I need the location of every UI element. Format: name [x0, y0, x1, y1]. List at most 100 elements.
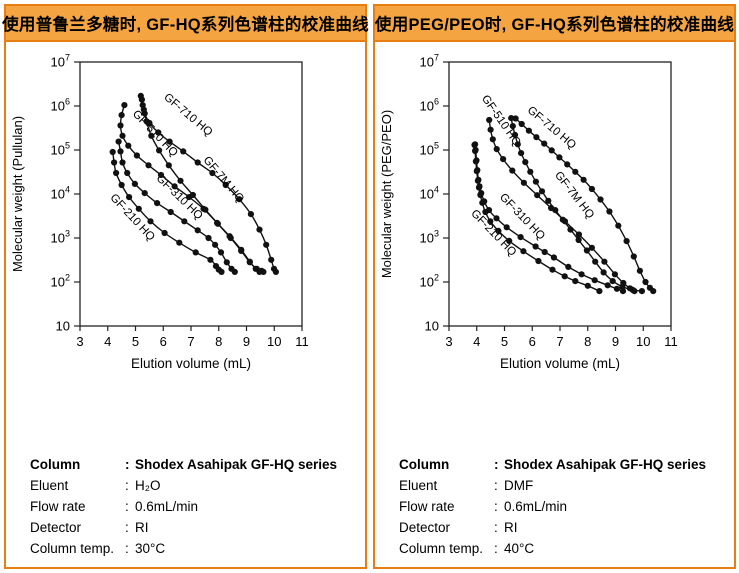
data-point	[572, 278, 579, 285]
data-point	[561, 273, 568, 280]
y-tick-label: 104	[420, 185, 439, 202]
data-point	[126, 194, 133, 201]
data-point	[493, 215, 500, 222]
data-point	[121, 102, 128, 109]
chart-area-pullulan: 3 4 5 6 7 8 9 10 11 Elution volume (mL) 10 102 103 10…	[6, 48, 365, 410]
data-point	[111, 159, 118, 166]
data-point	[517, 234, 524, 241]
data-point	[597, 196, 604, 203]
condition-row-column-temp-: Column temp.:40°C	[399, 538, 724, 559]
y-axis-title: Molecular weight (PEG/PEO)	[379, 110, 394, 278]
data-point	[619, 283, 626, 290]
data-point	[236, 196, 243, 203]
x-tick-label: 8	[215, 334, 222, 349]
data-point	[227, 234, 234, 242]
series-label: GF-710 HQ	[525, 104, 578, 151]
data-point	[217, 249, 225, 256]
condition-row-column: Column: Shodex Asahipak GF-HQ series	[399, 454, 724, 475]
data-point	[588, 185, 595, 193]
condition-label: Flow rate	[30, 499, 86, 514]
data-point	[601, 258, 608, 265]
data-point	[177, 177, 184, 184]
panel-pullulan: 使用普鲁兰多糖时, GF-HQ系列色谱柱的校准曲线 3 4 5 6 7 8 9 10 11 Elu…	[2, 4, 369, 569]
data-point	[207, 256, 214, 263]
data-point	[181, 218, 188, 225]
data-point	[549, 266, 556, 273]
condition-colon: :	[494, 541, 498, 556]
condition-row-eluent: Eluent: DMF	[399, 475, 724, 496]
x-axis-title: Elution volume (mL)	[131, 356, 251, 371]
y-tick-label: 104	[51, 185, 70, 202]
y-tick-label: 103	[51, 229, 70, 246]
data-point	[156, 147, 163, 154]
y-tick-label: 103	[420, 229, 439, 246]
condition-colon: :	[125, 457, 130, 472]
data-point	[194, 227, 201, 234]
condition-value: DMF	[504, 478, 534, 493]
x-tick-label: 11	[295, 334, 309, 349]
condition-label: Detector	[30, 520, 82, 535]
data-point	[578, 271, 585, 278]
y-tick-label: 10	[425, 319, 439, 334]
data-point	[527, 168, 534, 175]
data-point	[165, 162, 172, 169]
data-point	[138, 96, 145, 103]
data-point	[613, 285, 620, 292]
data-point	[506, 237, 513, 244]
data-point	[189, 191, 196, 199]
data-point	[636, 267, 643, 274]
y-tick-label: 106	[420, 97, 439, 114]
data-point	[485, 207, 493, 214]
condition-value: 40°C	[504, 541, 535, 556]
condition-value: Shodex Asahipak GF-HQ series	[504, 457, 707, 472]
data-point	[117, 148, 124, 155]
data-point	[475, 176, 482, 183]
series-label: GF-510 HQ	[130, 108, 180, 159]
data-point	[231, 268, 238, 275]
data-point	[556, 154, 563, 161]
data-point	[575, 231, 582, 238]
y-tick-label: 106	[51, 97, 70, 114]
x-tick-label: 3	[445, 334, 452, 349]
condition-value: 30°C	[135, 541, 166, 556]
data-point	[474, 167, 481, 174]
condition-colon: :	[494, 520, 498, 535]
conditions-table-pullulan: Column: Shodex Asahipak GF-HQ series Eluen…	[30, 454, 355, 559]
data-point	[147, 218, 154, 225]
condition-label: Eluent	[30, 478, 69, 493]
series-gf-310-hq: GF-310 HQ	[115, 138, 238, 275]
data-point	[518, 150, 525, 157]
data-point	[113, 169, 120, 177]
data-point	[246, 259, 253, 266]
data-point	[572, 168, 579, 175]
x-tick-label: 4	[104, 334, 111, 349]
data-point	[202, 206, 209, 213]
condition-colon: :	[494, 499, 498, 514]
data-point	[511, 131, 519, 138]
data-point	[268, 256, 275, 263]
data-point	[650, 288, 657, 295]
y-tick-label: 105	[51, 141, 70, 158]
data-point	[533, 134, 540, 141]
x-tick-label: 10	[267, 334, 281, 349]
data-point	[522, 159, 529, 166]
data-point	[263, 241, 270, 248]
x-tick-label: 9	[243, 334, 250, 349]
data-point	[489, 136, 496, 143]
data-point	[541, 248, 548, 256]
y-tick-label: 107	[51, 53, 70, 70]
data-point	[520, 248, 527, 255]
series-label: GF-7M HQ	[201, 154, 246, 205]
data-point	[260, 268, 267, 275]
data-point	[615, 222, 622, 229]
data-point	[495, 227, 502, 234]
condition-label: Detector	[399, 520, 451, 535]
condition-value: 0.6mL/min	[135, 499, 199, 514]
data-point	[478, 190, 485, 197]
x-tick-label: 4	[473, 334, 480, 349]
condition-colon: :	[494, 457, 499, 472]
condition-row-column-temp-: Column temp.:30°C	[30, 538, 355, 559]
data-point	[119, 132, 126, 139]
